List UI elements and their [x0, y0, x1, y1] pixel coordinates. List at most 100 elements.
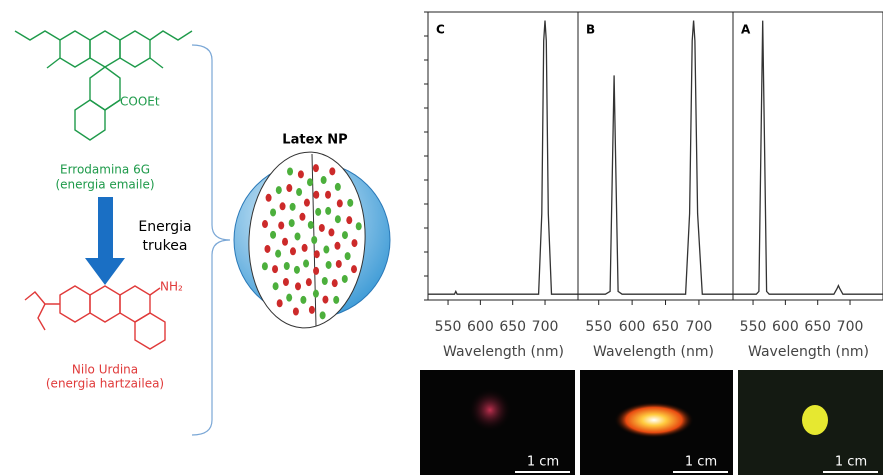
acceptor-structure — [25, 286, 165, 349]
dye-dot — [266, 194, 272, 202]
dye-dot — [270, 208, 276, 216]
x-tick-label: 700 — [532, 319, 559, 335]
dye-dot — [290, 247, 296, 255]
dye-dot — [315, 208, 321, 216]
x-tick-label: 700 — [837, 319, 864, 335]
acceptor-name: Nilo Urdina — [72, 363, 138, 377]
acceptor-role: (energia hartzailea) — [46, 377, 164, 391]
dye-dot — [270, 231, 276, 239]
plot-frame — [733, 12, 883, 300]
dye-dot — [326, 261, 332, 269]
scale-label: 1 cm — [835, 455, 867, 470]
dye-dot — [313, 191, 319, 199]
dye-dot — [284, 262, 290, 270]
photo-glow — [614, 402, 694, 438]
dye-dot — [299, 213, 305, 221]
dye-dot — [313, 267, 319, 275]
bracket — [192, 45, 230, 435]
dye-dot — [309, 306, 315, 314]
scale-label: 1 cm — [685, 455, 717, 470]
dye-dot — [272, 265, 278, 273]
dye-dot — [298, 170, 304, 178]
dye-dot — [303, 260, 309, 268]
dye-dot — [337, 199, 343, 207]
dye-dot — [351, 239, 357, 247]
donor-role: (energia emaile) — [55, 178, 154, 192]
dye-dot — [287, 167, 293, 175]
x-tick-label: 550 — [740, 319, 767, 335]
donor-name: Errodamina 6G — [60, 163, 150, 177]
spectrum-line — [733, 21, 883, 295]
x-tick-label: 650 — [499, 319, 526, 335]
x-axis-label: Wavelength (nm) — [748, 344, 869, 360]
dye-dot — [276, 186, 282, 194]
dye-dot — [336, 260, 342, 268]
dye-dot — [342, 231, 348, 239]
dye-dot — [286, 184, 292, 192]
dye-dot — [323, 246, 329, 254]
x-tick-label: 600 — [619, 319, 646, 335]
dye-dot — [289, 219, 295, 227]
x-tick-label: 700 — [686, 319, 713, 335]
dye-dot — [282, 238, 288, 246]
x-tick-label: 550 — [585, 319, 612, 335]
dye-dot — [304, 199, 310, 207]
dye-dot — [313, 290, 319, 298]
dye-dot — [308, 221, 314, 229]
dye-dot — [294, 266, 300, 274]
dye-dot — [345, 252, 351, 260]
dye-dot — [283, 278, 289, 286]
donor-group: COOEt — [120, 95, 160, 109]
plot-frame — [578, 12, 733, 300]
dye-dot — [314, 250, 320, 258]
spectrum-line — [578, 21, 733, 295]
panel-title: C — [436, 23, 445, 37]
dye-dot — [275, 250, 281, 258]
transfer-arrow — [85, 197, 125, 285]
dye-dot — [311, 236, 317, 244]
dye-dot — [313, 164, 319, 172]
dye-dot — [335, 183, 341, 191]
dye-dot — [262, 262, 268, 270]
figure: COOEt Errodamina 6G (energia emaile) Ene… — [0, 0, 883, 475]
dye-dot — [262, 220, 268, 228]
dye-dot — [290, 203, 296, 211]
acceptor-group: NH₂ — [160, 280, 183, 294]
dye-dot — [347, 199, 353, 207]
spectrum-line — [428, 21, 578, 295]
dye-dot — [280, 202, 286, 210]
x-tick-label: 550 — [435, 319, 462, 335]
dye-dot — [273, 282, 279, 290]
dye-dot — [322, 296, 328, 304]
dye-dot — [346, 216, 352, 224]
dye-dot — [335, 215, 341, 223]
scale-label: 1 cm — [527, 455, 559, 470]
panel-title: A — [741, 23, 751, 37]
plot-frame — [428, 12, 578, 300]
dye-dot — [321, 176, 327, 184]
dye-dot — [328, 228, 334, 236]
dye-dot — [296, 188, 302, 196]
photo-glow — [802, 405, 828, 435]
x-tick-label: 650 — [652, 319, 679, 335]
dye-dot — [329, 167, 335, 175]
x-tick-label: 600 — [467, 319, 494, 335]
dye-dot — [325, 207, 331, 215]
dye-dot — [300, 296, 306, 304]
dye-dot — [342, 275, 348, 283]
dye-dot — [333, 296, 339, 304]
dye-dot — [264, 245, 270, 253]
particle-label: Latex NP — [282, 133, 347, 148]
dye-dot — [302, 244, 308, 252]
donor-structure — [15, 31, 192, 140]
dye-dot — [293, 308, 299, 316]
x-axis-label: Wavelength (nm) — [593, 344, 714, 360]
transfer-text: trukea — [143, 238, 188, 254]
panel-title: B — [586, 23, 595, 37]
dye-dot — [278, 221, 284, 229]
dye-dot — [325, 191, 331, 199]
dye-dot — [295, 282, 301, 290]
x-tick-label: 600 — [772, 319, 799, 335]
dye-dot — [307, 178, 313, 186]
dye-dot — [322, 277, 328, 285]
